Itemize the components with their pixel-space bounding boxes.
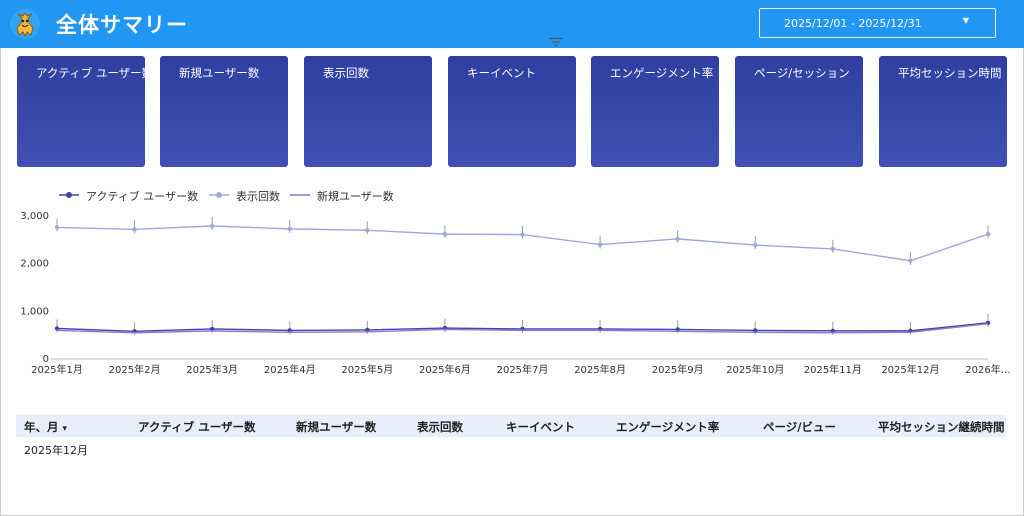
legend-label: アクティブ ユーザー数 bbox=[86, 190, 199, 203]
y-tick-label: 0 bbox=[43, 354, 49, 365]
kpi-card-label: 平均セッション時間 bbox=[898, 66, 1002, 80]
table-header-month[interactable]: 年、月 ▾ bbox=[24, 420, 68, 434]
x-tick-label: 2025年6月 bbox=[419, 363, 471, 376]
legend-marker-icon bbox=[290, 194, 310, 196]
data-point bbox=[675, 236, 680, 242]
x-tick-label: 2025年8月 bbox=[574, 363, 626, 376]
x-tick-label: 2025年4月 bbox=[264, 363, 316, 376]
kpi-card-label: 表示回数 bbox=[323, 66, 369, 80]
kpi-card-label: エンゲージメント率 bbox=[610, 66, 714, 80]
data-point bbox=[209, 326, 215, 332]
sort-desc-icon[interactable]: ▾ bbox=[62, 424, 68, 434]
data-point bbox=[753, 328, 758, 333]
date-range-text: 2025/12/01 - 2025/12/31 bbox=[784, 17, 922, 30]
data-point bbox=[365, 327, 370, 333]
x-tick-label: 2025年12月 bbox=[881, 363, 939, 376]
table-row[interactable]: 2025年12月 bbox=[16, 437, 1006, 459]
kpi-card-label: アクティブ ユーザー数 bbox=[36, 66, 145, 80]
x-tick-label: 2025年7月 bbox=[497, 363, 549, 376]
x-tick-label: 2025年3月 bbox=[186, 363, 238, 376]
data-point bbox=[830, 328, 836, 334]
date-range-selector[interactable]: 2025/12/01 - 2025/12/31 ▼ bbox=[759, 8, 996, 38]
x-tick-label: 2025年2月 bbox=[109, 363, 161, 376]
kpi-card-label: ページ/セッション bbox=[754, 66, 850, 80]
y-tick-label: 1,000 bbox=[20, 306, 49, 317]
data-point bbox=[908, 258, 913, 264]
line-chart: 0 1,000 2,000 3,000 2025年1月 2025年2月 2025年3月 202… bbox=[20, 211, 1010, 376]
page-title: 全体サマリー bbox=[56, 13, 188, 37]
legend-marker-icon bbox=[59, 192, 79, 198]
kpi-card-views[interactable]: 表示回数 bbox=[304, 56, 432, 167]
data-point bbox=[287, 226, 292, 232]
y-tick-label: 3,000 bbox=[20, 211, 49, 222]
table-header-active-users[interactable]: アクティブ ユーザー数 bbox=[138, 420, 256, 434]
y-tick-label: 2,000 bbox=[20, 259, 49, 270]
kpi-card-new-users[interactable]: 新規ユーザー数 bbox=[160, 56, 288, 167]
x-tick-label: 2025年5月 bbox=[341, 363, 393, 376]
data-point bbox=[287, 328, 292, 333]
table-header-views[interactable]: 表示回数 bbox=[417, 420, 463, 434]
data-point bbox=[365, 228, 370, 233]
x-tick-label: 2025年1月 bbox=[31, 363, 83, 376]
data-point bbox=[597, 242, 603, 247]
data-point bbox=[132, 227, 137, 232]
data-point bbox=[209, 223, 215, 229]
data-point bbox=[753, 242, 758, 248]
table-header-key-events[interactable]: キーイベント bbox=[506, 420, 575, 434]
x-tick-label: 2026年… bbox=[965, 363, 1010, 376]
series-line bbox=[56, 323, 989, 334]
kpi-card-pages-per-session[interactable]: ページ/セッション bbox=[735, 56, 863, 167]
table-header-engagement-rate[interactable]: エンゲージメント率 bbox=[616, 420, 720, 434]
table-header-new-users[interactable]: 新規ユーザー数 bbox=[296, 420, 377, 434]
table-header-avg-session-duration[interactable]: 平均セッション継続時間 bbox=[878, 420, 1005, 434]
data-point bbox=[442, 231, 448, 237]
legend-marker-icon bbox=[209, 192, 229, 198]
x-tick-label: 2025年9月 bbox=[652, 363, 704, 376]
table-header-pages-per-view[interactable]: ページ/ビュー bbox=[763, 420, 836, 434]
data-point bbox=[520, 232, 525, 237]
legend-label: 新規ユーザー数 bbox=[317, 190, 394, 203]
mascot-logo-icon bbox=[10, 9, 40, 39]
data-point bbox=[830, 246, 836, 252]
data-point bbox=[985, 231, 991, 237]
kpi-card-label: キーイベント bbox=[467, 66, 536, 80]
filter-icon[interactable] bbox=[549, 37, 563, 47]
chevron-down-icon: ▼ bbox=[962, 16, 969, 25]
x-tick-label: 2025年10月 bbox=[726, 363, 784, 376]
data-point bbox=[675, 327, 680, 332]
header-bar: 全体サマリー 2025/12/01 - 2025/12/31 ▼ bbox=[0, 0, 1024, 48]
kpi-card-avg-session-time[interactable]: 平均セッション時間 bbox=[879, 56, 1007, 167]
kpi-card-engagement-rate[interactable]: エンゲージメント率 bbox=[591, 56, 719, 167]
table-cell-month: 2025年12月 bbox=[24, 444, 88, 457]
data-point bbox=[54, 225, 60, 230]
table-header: 年、月 ▾ アクティブ ユーザー数 新規ユーザー数 表示回数 キーイベント エン… bbox=[16, 415, 1006, 437]
kpi-card-active-users[interactable]: アクティブ ユーザー数 bbox=[17, 56, 145, 167]
x-tick-label: 2025年11月 bbox=[804, 363, 862, 376]
data-point bbox=[54, 326, 60, 331]
kpi-card-label: 新規ユーザー数 bbox=[179, 66, 260, 80]
legend-label: 表示回数 bbox=[236, 190, 280, 203]
kpi-card-key-events[interactable]: キーイベント bbox=[448, 56, 576, 167]
